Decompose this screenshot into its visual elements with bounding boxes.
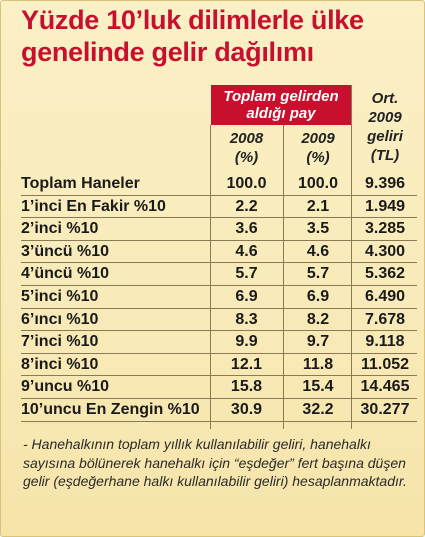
share-2008-cell: 6.9 — [235, 288, 258, 305]
row-label: 6’ıncı %10 — [21, 310, 99, 328]
share-2009-cell: 32.2 — [302, 401, 334, 418]
avg-income-header-line-3: geliri — [367, 128, 403, 145]
share-2009-cell: 3.5 — [306, 220, 330, 238]
table-row: 5’inci %10 6.9 6.9 6.490 — [1, 286, 424, 309]
year-2009-unit: (%) — [306, 149, 330, 166]
footnote: - Hanehalkının toplam yıllık kullanılabi… — [23, 436, 407, 489]
share-2008-cell: 4.6 — [235, 242, 258, 260]
share-2008-cell: 15.8 — [230, 378, 263, 396]
avg-income-header-line-4: (TL) — [370, 147, 400, 164]
avg-income-cell: 5.362 — [364, 265, 406, 283]
year-2008-header: 2008 (%) — [211, 129, 282, 167]
row-label: 4’üncü %10 — [21, 265, 110, 283]
row-divider — [21, 194, 417, 196]
table-row: 3’üncü %10 4.6 4.6 4.300 — [1, 241, 424, 264]
share-header-label: Toplam gelirden aldığı pay — [223, 88, 339, 122]
avg-income-cell: 11.052 — [360, 355, 410, 373]
year-2008-label: 2008 — [229, 130, 264, 147]
table-row: 1’inci En Fakir %10 2.2 2.1 1.949 — [1, 196, 424, 219]
row-label: 1’inci En Fakir %10 — [21, 197, 166, 215]
table-row: 4’üncü %10 5.7 5.7 5.362 — [1, 263, 424, 286]
row-label: 9’uncu %10 — [21, 378, 110, 396]
row-divider — [21, 420, 417, 422]
avg-income-cell: 7.678 — [364, 310, 406, 328]
row-divider — [21, 217, 417, 219]
column-divider-3 — [351, 85, 352, 429]
row-divider — [21, 330, 417, 332]
avg-income-cell: 3.285 — [364, 220, 406, 238]
share-2009-cell: 8.2 — [306, 310, 330, 328]
avg-income-header: Ort. 2009 geliri (TL) — [353, 89, 417, 165]
avg-income-cell: 30.277 — [360, 401, 410, 418]
avg-income-cell: 9.118 — [365, 333, 405, 351]
row-label: Toplam Haneler — [21, 175, 140, 192]
share-2009-cell: 4.6 — [306, 242, 330, 260]
row-divider — [21, 352, 417, 354]
avg-income-cell: 14.465 — [360, 378, 410, 396]
table-row: 8’inci %10 12.1 11.8 11.052 — [1, 354, 424, 377]
share-2008-cell: 30.9 — [230, 401, 263, 418]
table-row: 2’inci %10 3.6 3.5 3.285 — [1, 218, 424, 241]
share-2009-cell: 15.4 — [302, 378, 334, 396]
share-header: Toplam gelirden aldığı pay — [211, 85, 351, 125]
title-line-1: Yüzde 10’luk dilimlerle ülke — [21, 5, 364, 35]
page-title: Yüzde 10’luk dilimlerle ülke genelinde g… — [21, 4, 421, 68]
share-2009-cell: 100.0 — [297, 175, 339, 192]
table-row: Toplam Haneler 100.0 100.0 9.396 — [1, 173, 424, 196]
row-label: 10’uncu En Zengin %10 — [21, 401, 200, 418]
share-2009-cell: 9.7 — [306, 333, 330, 351]
row-label: 8’inci %10 — [21, 355, 99, 373]
share-2008-cell: 9.9 — [235, 333, 258, 351]
share-2009-cell: 11.8 — [302, 355, 334, 373]
column-divider-2 — [283, 125, 284, 429]
share-2008-cell: 12.1 — [230, 355, 263, 373]
share-2008-cell: 2.2 — [235, 197, 258, 215]
row-divider — [21, 284, 417, 286]
year-2008-unit: (%) — [234, 149, 259, 166]
avg-income-header-line-1: Ort. — [371, 90, 399, 107]
avg-income-cell: 4.300 — [364, 242, 406, 260]
table-row: 9’uncu %10 15.8 15.4 14.465 — [1, 376, 424, 399]
share-2009-cell: 5.7 — [306, 265, 330, 283]
row-divider — [21, 307, 417, 309]
share-2008-cell: 5.7 — [235, 265, 258, 283]
avg-income-cell: 9.396 — [364, 175, 406, 192]
avg-income-header-line-2: 2009 — [368, 109, 402, 126]
share-2009-cell: 6.9 — [306, 288, 330, 305]
title-line-2: genelinde gelir dağılımı — [21, 37, 314, 67]
share-2009-cell: 2.1 — [306, 197, 330, 215]
row-divider — [21, 262, 417, 264]
year-2009-header: 2009 (%) — [285, 129, 351, 167]
year-2009-label: 2009 — [301, 130, 335, 147]
share-2008-cell: 3.6 — [235, 220, 258, 238]
table-row: 7’inci %10 9.9 9.7 9.118 — [1, 331, 424, 354]
avg-income-cell: 1.949 — [364, 197, 406, 215]
row-label: 3’üncü %10 — [21, 242, 110, 260]
share-2008-cell: 100.0 — [226, 175, 267, 192]
column-divider-1 — [210, 125, 211, 429]
share-2008-cell: 8.3 — [235, 310, 258, 328]
row-divider — [21, 397, 417, 399]
row-divider — [21, 375, 417, 377]
row-label: 7’inci %10 — [21, 333, 99, 351]
avg-income-cell: 6.490 — [364, 288, 406, 305]
row-label: 2’inci %10 — [21, 220, 99, 238]
table-row: 6’ıncı %10 8.3 8.2 7.678 — [1, 309, 424, 332]
table-row: 10’uncu En Zengin %10 30.9 32.2 30.277 — [1, 399, 424, 422]
row-divider — [21, 239, 417, 241]
row-label: 5’inci %10 — [21, 288, 99, 305]
